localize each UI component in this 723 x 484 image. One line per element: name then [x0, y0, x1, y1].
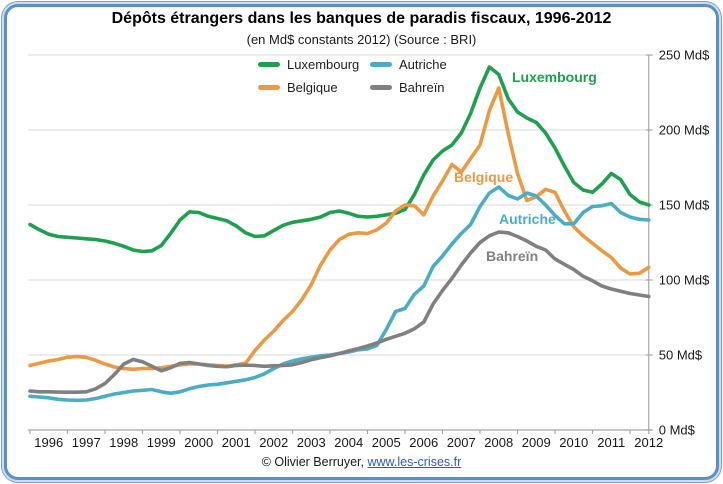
x-axis-tick-label: 2011	[597, 435, 625, 450]
legend-label: Luxembourg	[287, 56, 360, 72]
y-axis-tick-label: 250 Md$	[659, 48, 710, 63]
legend: Luxembourg Autriche Belgique Bahreïn	[258, 56, 458, 95]
legend-item-autriche: Autriche	[370, 56, 480, 72]
legend-swatch-bahrein-icon	[370, 84, 392, 90]
x-axis-tick-label: 2008	[484, 435, 513, 450]
x-axis-tick-label: 2009	[522, 435, 551, 450]
x-axis-tick-label: 2000	[184, 435, 213, 450]
chart-title: Dépôts étrangers dans les banques de par…	[111, 10, 612, 27]
x-axis-tick-label: 2005	[372, 435, 401, 450]
series-line-belgique	[28, 86, 651, 372]
y-axis-tick-label: 100 Md$	[659, 273, 710, 288]
legend-label: Bahreïn	[399, 79, 445, 95]
x-axis-tick-label: 2003	[297, 435, 326, 450]
chart-subtitle: (en Md$ constants 2012) (Source : BRI)	[246, 32, 477, 47]
x-axis-tick-label: 2012	[634, 435, 663, 450]
x-axis-tick-label: 1997	[72, 435, 101, 450]
y-axis-tick-label: 0 Md$	[659, 423, 696, 438]
series-label-bahrein: Bahreïn	[486, 248, 539, 264]
legend-swatch-autriche-icon	[370, 61, 392, 67]
y-axis-tick-label: 150 Md$	[659, 198, 710, 213]
x-axis-tick-label: 1996	[34, 435, 63, 450]
x-axis-tick-label: 2007	[447, 435, 476, 450]
legend-swatch-belgique-icon	[258, 84, 280, 90]
series-label-autriche: Autriche	[499, 211, 556, 227]
x-axis-tick-label: 2001	[222, 435, 251, 450]
legend-label: Belgique	[287, 79, 338, 95]
y-axis-tick-label: 200 Md$	[659, 123, 710, 138]
footer-credit: © Olivier Berruyer, www.les-crises.fr	[0, 455, 723, 469]
credit-text: © Olivier Berruyer,	[261, 455, 365, 469]
credit-link[interactable]: www.les-crises.fr	[367, 455, 462, 469]
legend-label: Autriche	[399, 56, 447, 72]
legend-item-bahrein: Bahreïn	[370, 79, 480, 95]
legend-swatch-luxembourg-icon	[258, 61, 280, 67]
series-line-bahreïn	[28, 230, 651, 395]
x-axis-tick-label: 2006	[409, 435, 438, 450]
legend-item-luxembourg: Luxembourg	[258, 56, 370, 72]
x-axis-tick-label: 2004	[334, 435, 363, 450]
series-label-luxembourg: Luxembourg	[512, 69, 597, 85]
series-line-luxembourg	[28, 65, 651, 254]
x-axis-tick-label: 1998	[109, 435, 138, 450]
legend-item-belgique: Belgique	[258, 79, 370, 95]
series-label-belgique: Belgique	[454, 169, 514, 185]
x-axis-tick-label: 1999	[147, 435, 176, 450]
y-axis-tick-label: 50 Md$	[659, 348, 703, 363]
x-axis-tick-label: 2010	[559, 435, 588, 450]
x-axis-tick-label: 2002	[259, 435, 288, 450]
